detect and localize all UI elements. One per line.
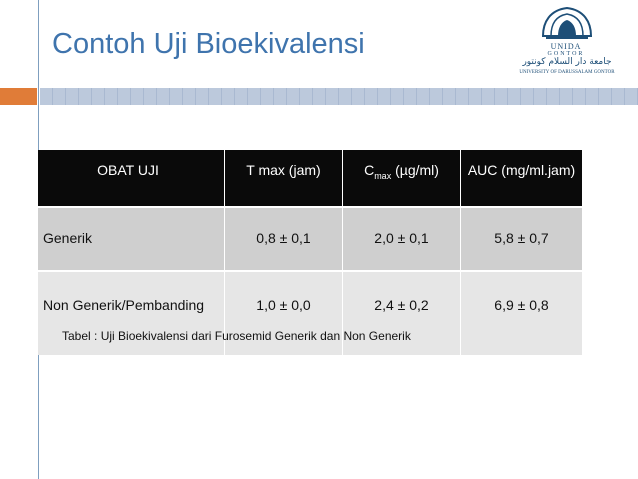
cell-obat: Generik: [43, 230, 93, 246]
logo-sub: GONTOR: [547, 51, 585, 57]
accent-blue-band: [40, 88, 638, 105]
header-cmax-unit: (µg/ml): [395, 162, 439, 178]
header-cmax: Cmax (µg/ml): [342, 150, 460, 206]
cell-auc: 5,8 ± 0,7: [460, 208, 582, 270]
cell-tmax: 0,8 ± 0,1: [224, 208, 342, 270]
header-tmax: T max (jam): [224, 150, 342, 206]
university-logo: UNIDA GONTOR جامعة دار السلام كونتور UNI…: [510, 6, 624, 78]
accent-orange-block: [0, 88, 37, 105]
cell-tmax: 1,0 ± 0,0: [224, 272, 342, 355]
cell-auc: 6,9 ± 0,8: [460, 272, 582, 355]
cell-cmax: 2,4 ± 0,2: [342, 272, 460, 355]
logo-name: UNIDA: [550, 42, 582, 51]
slide-title: Contoh Uji Bioekivalensi: [52, 28, 365, 60]
table-row: Non Generik/Pembanding 1,0 ± 0,0 2,4 ± 0…: [38, 270, 582, 355]
header-cmax-main: C: [364, 162, 375, 178]
cell-cmax: 2,0 ± 0,1: [342, 208, 460, 270]
header-auc: AUC (mg/ml.jam): [460, 150, 582, 206]
mosque-dome-icon: [541, 6, 593, 39]
table-caption: Tabel : Uji Bioekivalensi dari Furosemid…: [62, 329, 411, 343]
logo-arabic-text: جامعة دار السلام كونتور: [522, 57, 612, 67]
header-obat-uji: OBAT UJI: [97, 162, 159, 178]
logo-university-text: UNIVERSITY OF DARUSSALAM GONTOR: [519, 70, 615, 75]
bioequivalence-table: OBAT UJI T max (jam) Cmax (µg/ml) AUC (m…: [38, 150, 582, 355]
cell-obat: Non Generik/Pembanding: [43, 297, 205, 313]
table-row: Generik 0,8 ± 0,1 2,0 ± 0,1 5,8 ± 0,7: [38, 206, 582, 270]
header-cmax-sub: max: [374, 170, 392, 181]
table-header-row: OBAT UJI T max (jam) Cmax (µg/ml) AUC (m…: [38, 150, 582, 206]
